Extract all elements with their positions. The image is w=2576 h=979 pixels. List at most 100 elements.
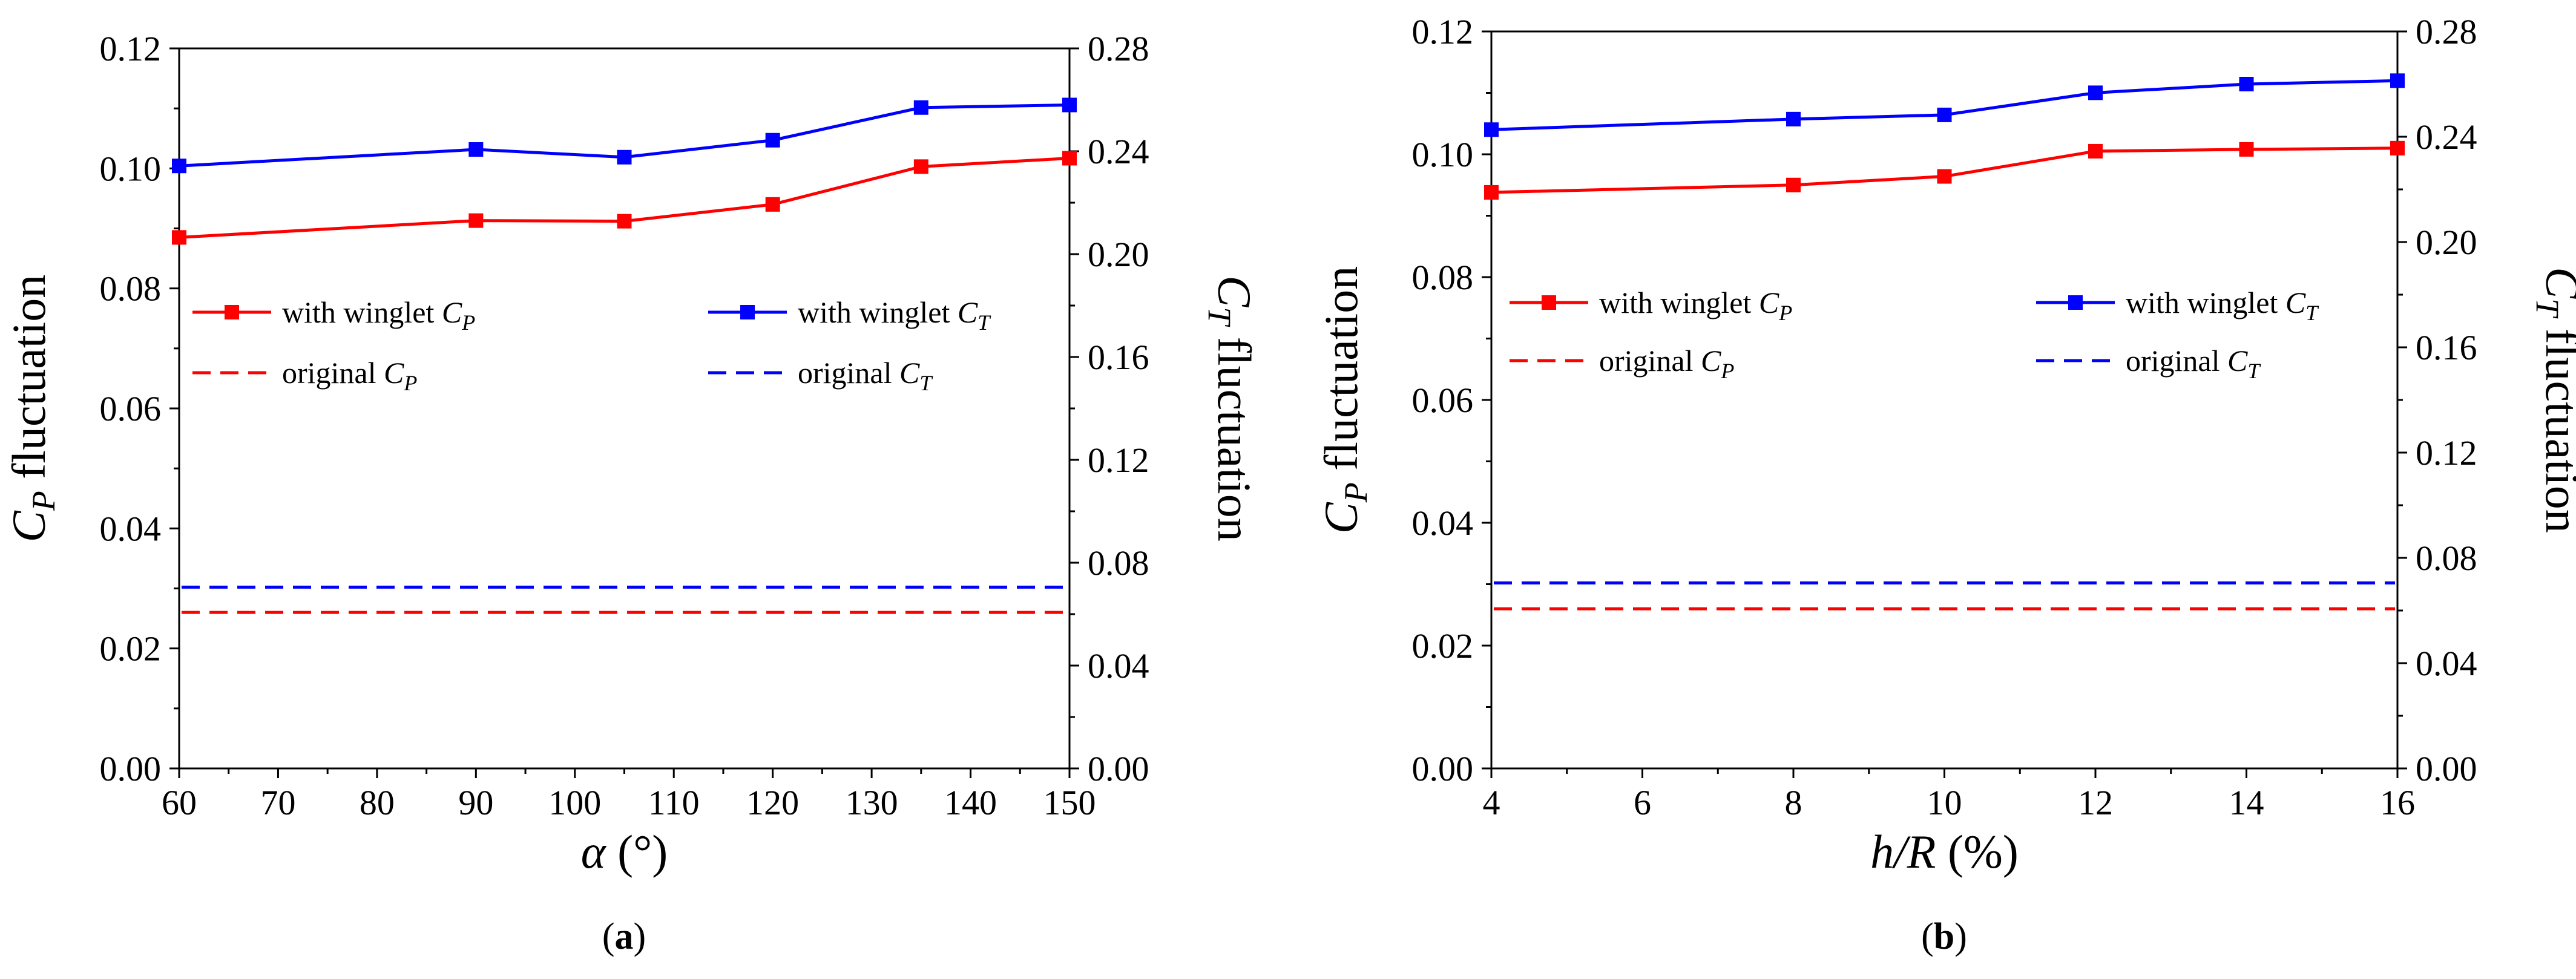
x-tick-label: 140: [944, 783, 997, 822]
y-right-tick-label: 0.12: [2416, 433, 2477, 473]
y-right-tick-label: 0.00: [1088, 749, 1149, 788]
plot-frame: [1490, 30, 2399, 770]
legend-label: original CP: [1599, 344, 1734, 383]
legend-subscript: T: [978, 310, 991, 335]
panel-label: (a): [602, 916, 646, 957]
y-right-tick-label: 0.16: [1088, 338, 1149, 377]
legend-label: with winglet CP: [282, 295, 475, 335]
data-point-marker: [2390, 140, 2405, 156]
x-tick-label: 8: [1785, 783, 1802, 822]
data-point-marker: [1937, 169, 1952, 184]
y-left-tick-label: 0.06: [100, 389, 162, 428]
x-tick-label: 130: [846, 783, 898, 822]
x-axis-label: h/R (%): [1870, 825, 2019, 878]
x-tick-label: 4: [1483, 783, 1500, 822]
y-left-tick-label: 0.00: [100, 749, 162, 788]
y-left-tick-label: 0.06: [1412, 381, 1474, 420]
y-right-subscript: T: [1201, 307, 1238, 327]
x-tick-label: 14: [2229, 783, 2264, 822]
x-tick-label: 80: [360, 783, 395, 822]
y-left-tick-label: 0.04: [100, 509, 162, 548]
y-right-symbol: C: [1208, 275, 1261, 307]
legend-label: original CT: [798, 356, 933, 395]
legend-symbol: C: [2285, 286, 2306, 319]
y-right-tick-label: 0.20: [2416, 223, 2477, 262]
series-line-1: [179, 103, 1070, 168]
data-point-marker: [1062, 97, 1077, 113]
y-left-subscript: P: [25, 491, 62, 511]
y-right-tick-label: 0.20: [1088, 235, 1149, 274]
data-point-marker: [2390, 73, 2405, 88]
data-point-marker: [1484, 185, 1499, 200]
legend-symbol: C: [958, 295, 978, 329]
x-tick-label: 90: [458, 783, 493, 822]
legend-marker: [740, 305, 755, 319]
legend-subscript: P: [1778, 301, 1792, 325]
y-right-tick-label: 0.28: [2416, 12, 2477, 51]
x-tick-label: 12: [2078, 783, 2113, 822]
x-axis-unit: (°): [606, 825, 668, 878]
legend-label: with winglet CT: [2126, 286, 2319, 325]
chart-panel-b: 4 6 8 10 12 14 160.000.020.040.060.080.100.120…: [1315, 12, 2576, 957]
legend-subscript: P: [403, 371, 417, 395]
series-line-1: [1491, 79, 2398, 131]
y-left-axis-label: CP fluctuation: [1315, 266, 1374, 534]
legend-subscript: T: [2247, 359, 2261, 383]
data-point-marker: [913, 159, 928, 174]
x-tick-label: 6: [1634, 783, 1651, 822]
data-point-marker: [765, 133, 780, 148]
x-axis-unit: (%): [1936, 825, 2018, 878]
y-left-tick-label: 0.02: [100, 629, 162, 669]
data-point-marker: [765, 197, 780, 212]
data-point-marker: [172, 159, 186, 174]
legend-label: original CP: [282, 356, 417, 395]
data-point-marker: [468, 142, 484, 157]
y-right-tick-label: 0.24: [2416, 117, 2477, 157]
y-left-tick-label: 0.12: [1412, 12, 1474, 51]
legend-symbol: C: [1759, 286, 1779, 319]
y-left-tick-label: 0.02: [1412, 626, 1474, 666]
data-point-marker: [913, 100, 928, 115]
y-left-tick-label: 0.04: [1412, 503, 1474, 543]
x-tick-label: 120: [746, 783, 799, 822]
legend-subscript: P: [1720, 359, 1734, 383]
panel-letter: b: [1934, 916, 1954, 957]
legend-text: original: [1599, 344, 1701, 378]
y-left-symbol: C: [1315, 502, 1367, 534]
legend-text: with winglet: [282, 295, 442, 329]
x-tick-label: 10: [1927, 783, 1962, 822]
data-point-marker: [617, 214, 632, 229]
y-right-tick-label: 0.16: [2416, 328, 2477, 367]
data-point-marker: [1484, 122, 1499, 137]
y-left-rest: fluctuation: [1315, 266, 1367, 482]
x-tick-label: 70: [260, 783, 295, 822]
y-right-rest: fluctuation: [1208, 325, 1261, 541]
y-left-subscript: P: [1338, 482, 1374, 503]
data-point-marker: [172, 230, 186, 245]
data-point-marker: [617, 149, 632, 165]
y-left-tick-label: 0.08: [100, 269, 162, 309]
y-right-tick-label: 0.08: [2416, 539, 2477, 578]
series-line-0: [179, 156, 1070, 239]
legend-marker: [1542, 295, 1556, 310]
y-right-axis-label: CT fluctuation: [2529, 267, 2576, 532]
x-tick-label: 16: [2380, 783, 2415, 822]
y-right-tick-label: 0.04: [2416, 644, 2477, 683]
series-line-0: [1491, 146, 2398, 194]
y-right-axis-label: CT fluctuation: [1201, 275, 1261, 541]
y-right-subscript: T: [2529, 298, 2566, 319]
y-right-tick-label: 0.28: [1088, 29, 1149, 68]
x-tick-label: 60: [162, 783, 197, 822]
legend-subscript: P: [461, 310, 475, 335]
data-point-marker: [1786, 177, 1801, 192]
legend-marker: [225, 305, 239, 319]
legend-symbol: C: [1701, 344, 1721, 378]
x-tick-label: 100: [548, 783, 601, 822]
legend-subscript: T: [919, 371, 933, 395]
panel-label: (b): [1921, 916, 1967, 957]
x-axis-symbol: h/R: [1870, 825, 1936, 878]
y-right-tick-label: 0.08: [1088, 543, 1149, 583]
y-left-axis-label: CP fluctuation: [2, 275, 62, 542]
x-axis-symbol: α: [581, 825, 607, 878]
